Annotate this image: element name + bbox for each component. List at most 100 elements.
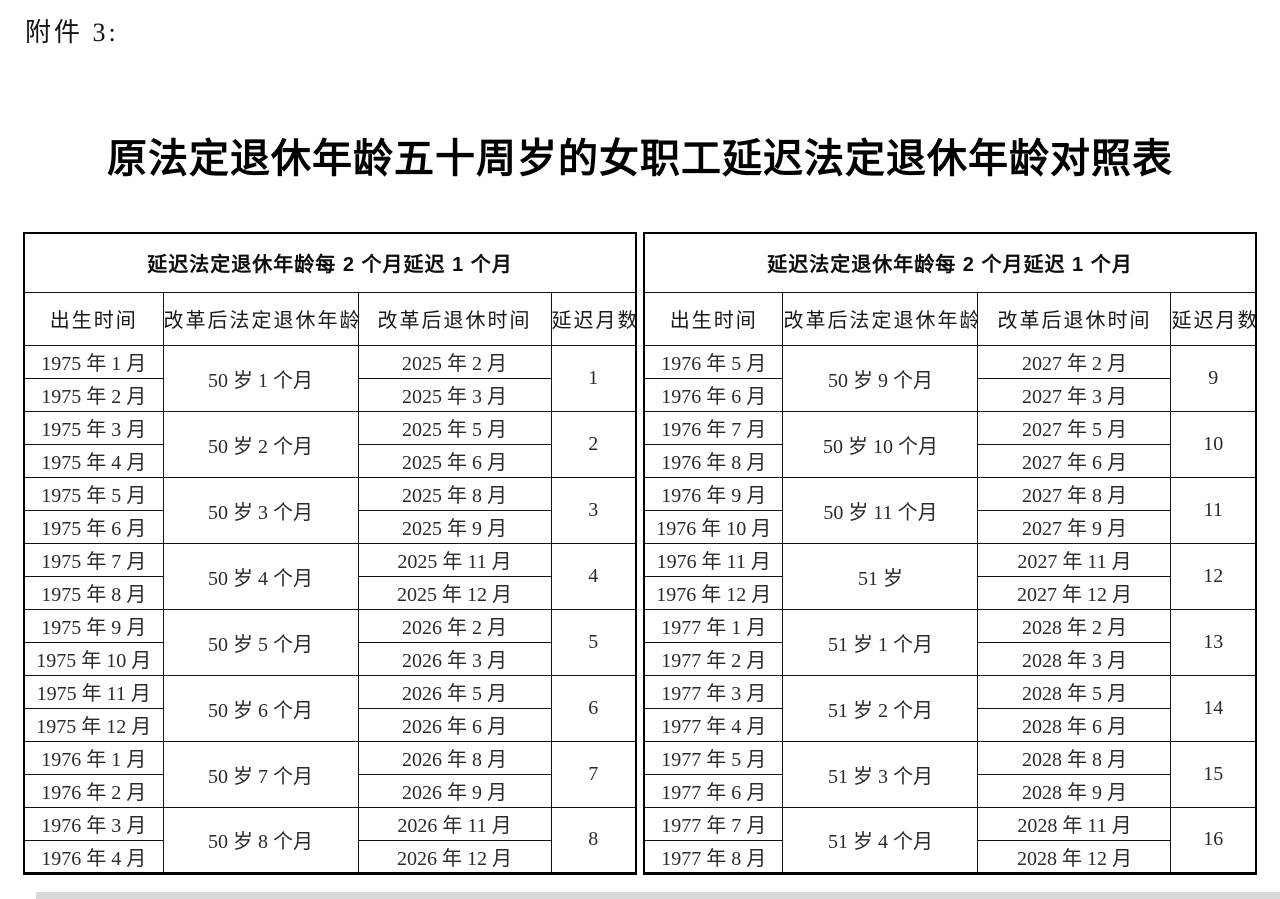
retirement-time-cell: 2028 年 5 月: [977, 674, 1172, 709]
delay-months-cell: 10: [1170, 410, 1257, 478]
new-retirement-age-cell: 51 岁: [782, 542, 979, 610]
new-retirement-age-cell: 50 岁 7 个月: [162, 740, 359, 808]
column-header-delay-months: 延迟月数: [550, 291, 637, 346]
retirement-time-cell: 2027 年 3 月: [977, 377, 1172, 412]
column-header-new-retire-time: 改革后退休时间: [977, 291, 1172, 346]
birth-month-cell: 1977 年 3 月: [643, 674, 784, 709]
delay-months-cell: 4: [550, 542, 637, 610]
column-header-birth-time: 出生时间: [23, 291, 164, 346]
retirement-time-cell: 2025 年 3 月: [357, 377, 552, 412]
table-row: 1977 年 3 月 51 岁 2 个月 2028 年 5 月 14: [643, 674, 1257, 742]
delay-months-cell: 9: [1170, 344, 1257, 412]
retirement-time-cell: 2025 年 12 月: [357, 575, 552, 610]
delay-months-cell: 11: [1170, 476, 1257, 544]
page-title: 原法定退休年龄五十周岁的女职工延迟法定退休年龄对照表: [107, 136, 1173, 181]
retirement-time-cell: 2028 年 2 月: [977, 608, 1172, 643]
birth-month-cell: 1976 年 8 月: [643, 443, 784, 478]
birth-month-cell: 1975 年 2 月: [23, 377, 164, 412]
new-retirement-age-cell: 51 岁 2 个月: [782, 674, 979, 742]
table-row: 1977 年 2 月 2028 年 3 月: [643, 641, 1256, 676]
delay-months-cell: 14: [1170, 674, 1257, 742]
retirement-time-cell: 2026 年 12 月: [357, 839, 552, 874]
retirement-time-cell: 2028 年 6 月: [977, 707, 1172, 742]
column-header-delay-months: 延迟月数: [1170, 291, 1257, 346]
birth-month-cell: 1975 年 6 月: [23, 509, 164, 544]
table-row: 1976 年 7 月 50 岁 10 个月 2027 年 5 月 10: [643, 410, 1257, 478]
column-header-new-statutory-age: 改革后法定退休年龄: [162, 291, 359, 346]
delay-months-cell: 8: [550, 806, 637, 874]
group-header-row: 延迟法定退休年龄每 2 个月延迟 1 个月: [23, 232, 637, 293]
retirement-time-cell: 2025 年 11 月: [357, 542, 552, 577]
new-retirement-age-cell: 50 岁 2 个月: [162, 410, 359, 478]
new-retirement-age-cell: 50 岁 6 个月: [162, 674, 359, 742]
retirement-time-cell: 2025 年 5 月: [357, 410, 552, 445]
birth-month-cell: 1975 年 11 月: [23, 674, 164, 709]
birth-month-cell: 1977 年 8 月: [643, 839, 784, 874]
birth-month-cell: 1975 年 9 月: [23, 608, 164, 643]
retirement-time-cell: 2026 年 6 月: [357, 707, 552, 742]
birth-month-cell: 1977 年 7 月: [643, 806, 784, 841]
delay-months-cell: 12: [1170, 542, 1257, 610]
birth-month-cell: 1975 年 7 月: [23, 542, 164, 577]
column-header-birth-time: 出生时间: [643, 291, 784, 346]
birth-month-cell: 1975 年 1 月: [23, 344, 164, 379]
column-header-new-statutory-age: 改革后法定退休年龄: [782, 291, 979, 346]
table-group-header: 延迟法定退休年龄每 2 个月延迟 1 个月: [643, 232, 1257, 293]
birth-month-cell: 1975 年 12 月: [23, 707, 164, 742]
new-retirement-age-cell: 51 岁 4 个月: [782, 806, 979, 874]
retirement-time-cell: 2027 年 11 月: [977, 542, 1172, 577]
retirement-time-cell: 2026 年 5 月: [357, 674, 552, 709]
birth-month-cell: 1976 年 2 月: [23, 773, 164, 808]
birth-month-cell: 1976 年 4 月: [23, 839, 164, 874]
birth-month-cell: 1977 年 5 月: [643, 740, 784, 775]
table-row: 1975 年 4 月 2025 年 6 月: [23, 443, 636, 478]
table-row: 1977 年 1 月 51 岁 1 个月 2028 年 2 月 13: [643, 608, 1257, 676]
attachment-label: 附件 3:: [25, 18, 119, 47]
new-retirement-age-cell: 50 岁 1 个月: [162, 344, 359, 412]
tables-container: 延迟法定退休年龄每 2 个月延迟 1 个月 出生时间 改革后法定退休年龄 改革后退休时…: [23, 232, 1257, 875]
table-row: 1975 年 2 月 2025 年 3 月: [23, 377, 636, 412]
birth-month-cell: 1977 年 4 月: [643, 707, 784, 742]
retirement-time-cell: 2026 年 3 月: [357, 641, 552, 676]
delay-months-cell: 5: [550, 608, 637, 676]
column-header-row: 出生时间 改革后法定退休年龄 改革后退休时间 延迟月数: [23, 291, 637, 346]
delay-months-cell: 1: [550, 344, 637, 412]
retirement-time-cell: 2027 年 6 月: [977, 443, 1172, 478]
birth-month-cell: 1976 年 10 月: [643, 509, 784, 544]
retirement-time-cell: 2026 年 9 月: [357, 773, 552, 808]
new-retirement-age-cell: 50 岁 10 个月: [782, 410, 979, 478]
new-retirement-age-cell: 50 岁 5 个月: [162, 608, 359, 676]
delay-months-cell: 13: [1170, 608, 1257, 676]
birth-month-cell: 1976 年 11 月: [643, 542, 784, 577]
retirement-time-cell: 2025 年 2 月: [357, 344, 552, 379]
birth-month-cell: 1976 年 1 月: [23, 740, 164, 775]
birth-month-cell: 1976 年 12 月: [643, 575, 784, 610]
retirement-time-cell: 2027 年 5 月: [977, 410, 1172, 445]
table-row: 1976 年 6 月 2027 年 3 月: [643, 377, 1256, 412]
new-retirement-age-cell: 51 岁 3 个月: [782, 740, 979, 808]
retirement-time-cell: 2026 年 11 月: [357, 806, 552, 841]
table-row: 1976 年 8 月 2027 年 6 月: [643, 443, 1256, 478]
table-row: 1975 年 6 月 2025 年 9 月: [23, 509, 636, 544]
delay-months-cell: 15: [1170, 740, 1257, 808]
birth-month-cell: 1975 年 3 月: [23, 410, 164, 445]
birth-month-cell: 1976 年 7 月: [643, 410, 784, 445]
table-row: 1976 年 4 月 2026 年 12 月: [23, 839, 636, 874]
retirement-time-cell: 2027 年 12 月: [977, 575, 1172, 610]
delay-months-cell: 3: [550, 476, 637, 544]
page-edge-shadow: [36, 892, 1280, 899]
table-group-header: 延迟法定退休年龄每 2 个月延迟 1 个月: [23, 232, 637, 293]
delay-months-cell: 16: [1170, 806, 1257, 874]
table-row: 1977 年 5 月 51 岁 3 个月 2028 年 8 月 15: [643, 740, 1257, 808]
birth-month-cell: 1976 年 9 月: [643, 476, 784, 511]
table-row: 1977 年 8 月 2028 年 12 月: [643, 839, 1256, 874]
table-row: 1976 年 12 月 2027 年 12 月: [643, 575, 1256, 610]
